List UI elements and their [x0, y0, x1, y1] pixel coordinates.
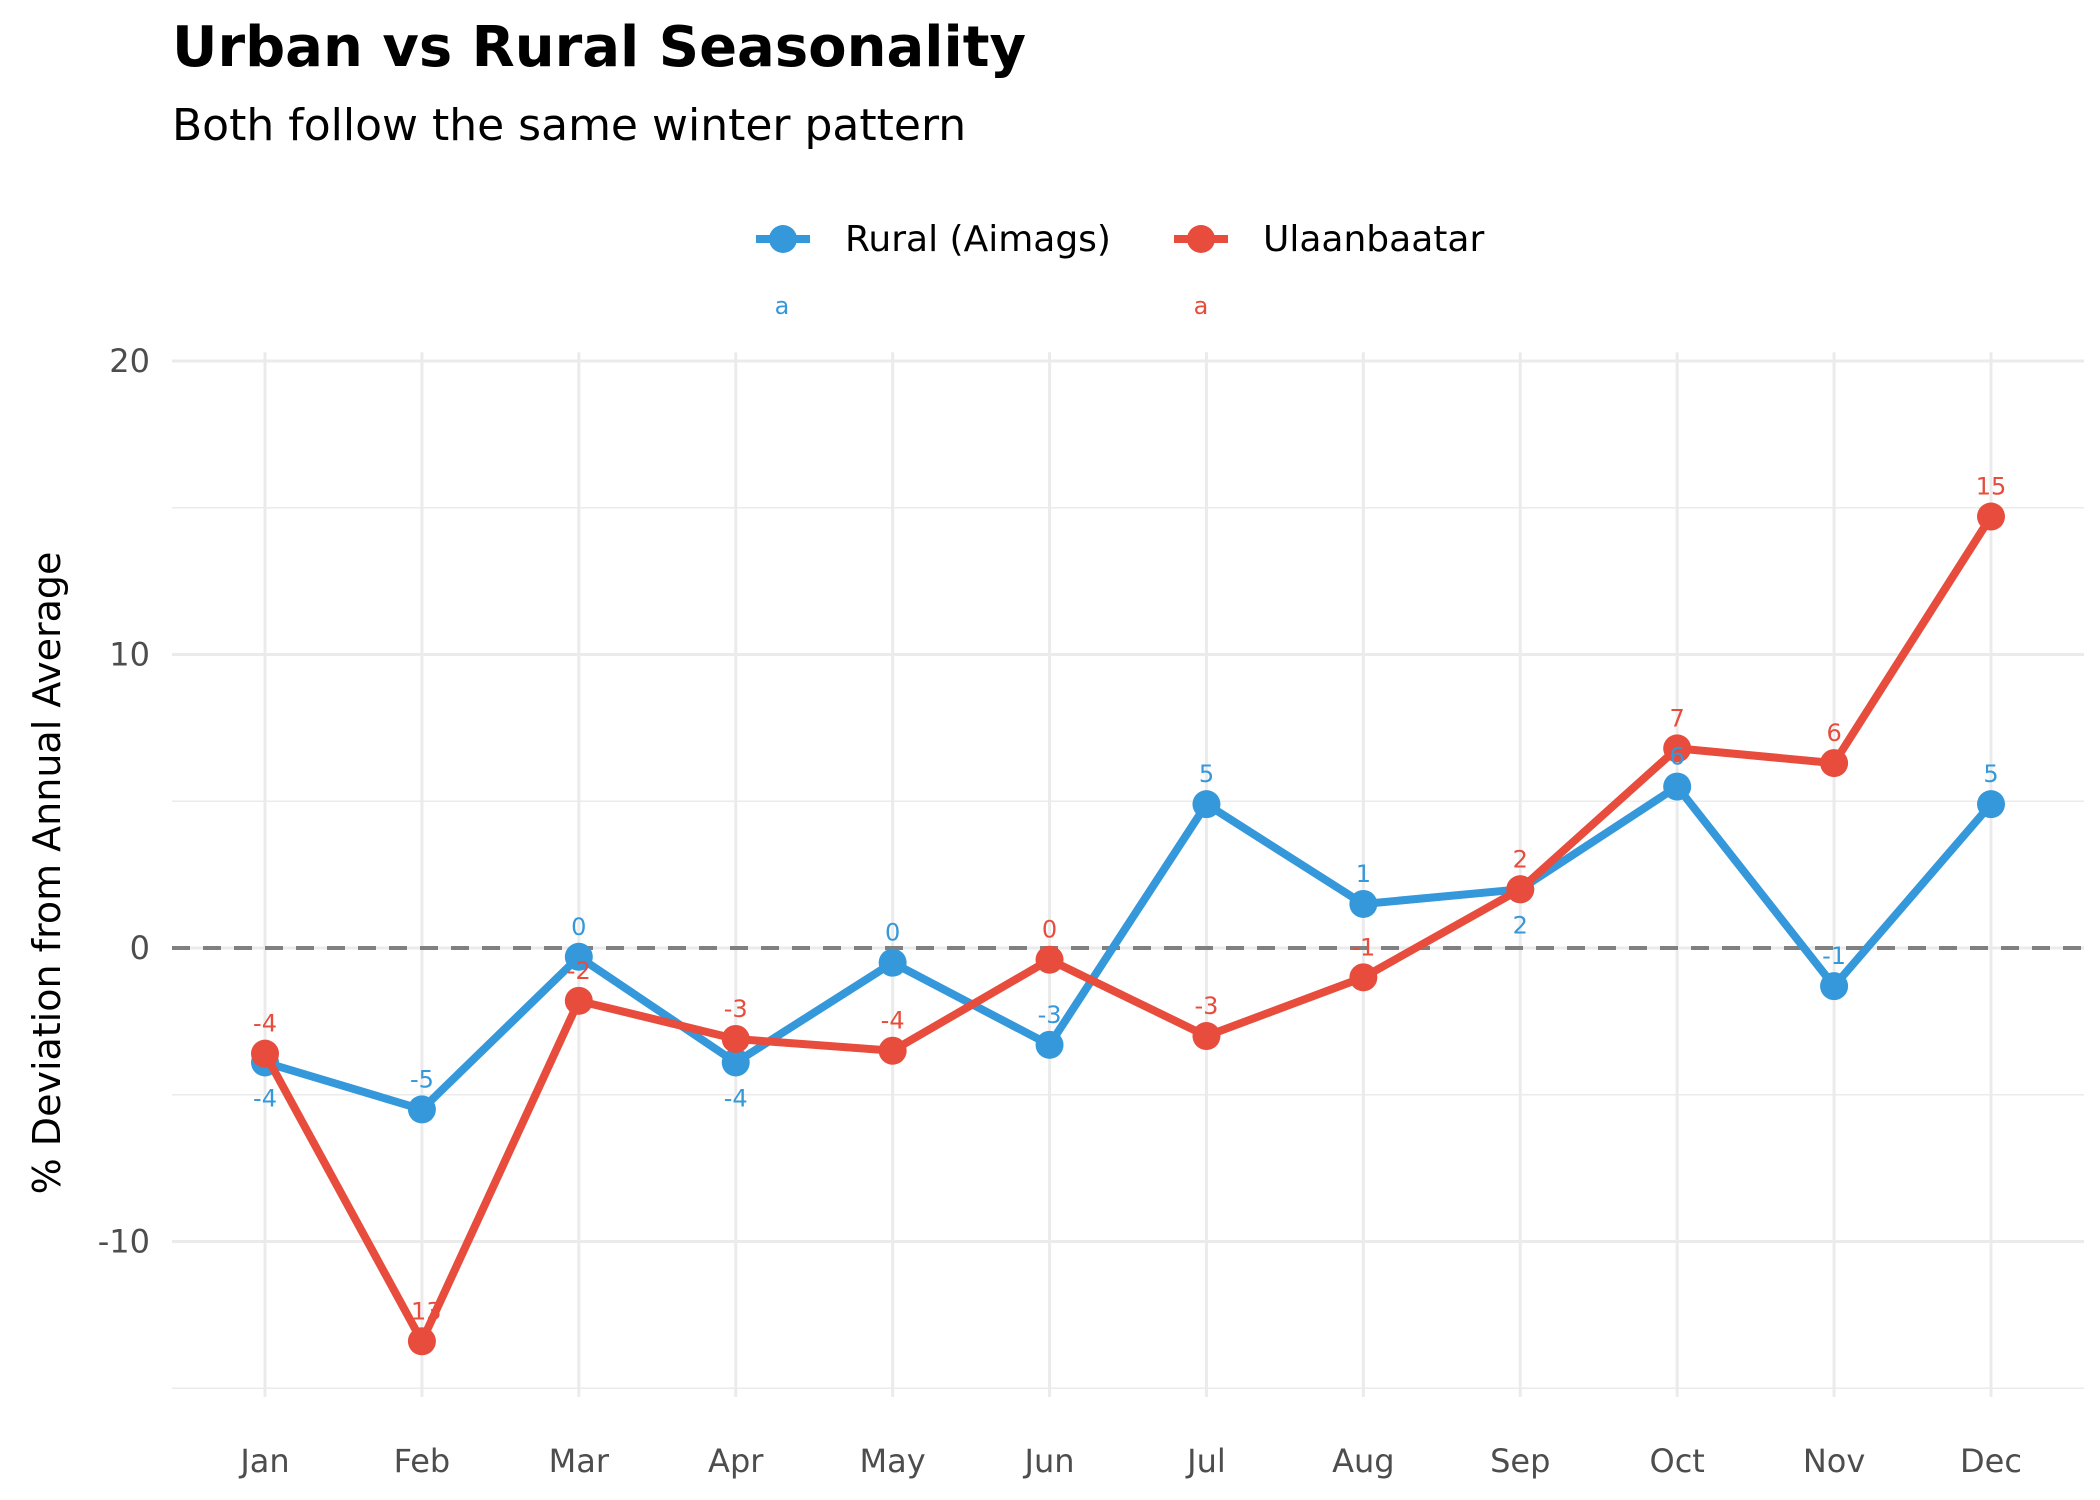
y-tick-label: 20	[109, 342, 150, 380]
data-point[interactable]	[1977, 790, 2005, 819]
data-label-rural: -4	[724, 1084, 748, 1112]
x-tick-label: Apr	[708, 1442, 764, 1480]
data-label-rural: 1	[1356, 860, 1371, 888]
data-point[interactable]	[1349, 889, 1378, 918]
data-point[interactable]	[1035, 945, 1064, 974]
data-label-ulaanbaatar: 0	[1042, 916, 1057, 944]
stray-annotation-rural: a	[775, 292, 790, 320]
data-label-rural: -4	[253, 1084, 277, 1112]
data-label-rural: 5	[1983, 760, 1998, 788]
data-point[interactable]	[1349, 963, 1378, 992]
data-label-ulaanbaatar: -2	[567, 957, 591, 985]
series-rural	[251, 772, 2005, 1124]
data-point[interactable]	[251, 1039, 279, 1068]
data-label-ulaanbaatar: 7	[1670, 704, 1685, 732]
x-tick-label: Sep	[1490, 1442, 1550, 1480]
legend: Rural (Aimags) Ulaanbaatar	[756, 219, 1484, 260]
data-point[interactable]	[564, 942, 593, 971]
y-tick-label: 10	[109, 636, 150, 674]
data-label-rural: 2	[1513, 911, 1528, 939]
data-label-rural: -1	[1822, 942, 1846, 970]
data-label-rural: 0	[885, 919, 900, 947]
data-point[interactable]	[878, 1036, 907, 1065]
data-label-ulaanbaatar: -3	[1194, 992, 1218, 1020]
chart-title: Urban vs Rural Seasonality	[172, 15, 1026, 80]
y-tick-label: 0	[130, 929, 150, 967]
data-label-ulaanbaatar: 2	[1513, 845, 1528, 873]
data-label-ulaanbaatar: -1	[1351, 933, 1375, 961]
data-point[interactable]	[721, 1024, 750, 1053]
x-tick-label: Nov	[1803, 1442, 1865, 1480]
x-tick-label: May	[860, 1442, 926, 1480]
legend-label-rural: Rural (Aimags)	[845, 219, 1111, 260]
series-line	[263, 782, 1995, 1114]
data-labels-group: -4 -4 -5 -13 0 -2 -4 -3 0 -4 -3 0 5 -3 1 -1 2 2 6 7 -1 6 5 15	[253, 473, 2006, 1326]
y-axis-title: % Deviation from Annual Average	[25, 552, 69, 1195]
legend-item-ulaanbaatar[interactable]: Ulaanbaatar	[1174, 219, 1484, 260]
data-point[interactable]	[1820, 972, 1849, 1001]
data-label-ulaanbaatar: -4	[253, 1010, 277, 1038]
x-tick-label: Jun	[1023, 1442, 1075, 1480]
y-axis-ticks: -10 0 10 20	[98, 342, 150, 1261]
x-tick-label: Jan	[238, 1442, 289, 1480]
legend-marker-rural	[769, 225, 797, 253]
x-tick-label: Oct	[1650, 1442, 1705, 1480]
stray-annotation-ulaanbaatar: a	[1194, 292, 1209, 320]
data-label-rural: 6	[1670, 743, 1685, 771]
data-point[interactable]	[1035, 1030, 1064, 1059]
legend-item-rural[interactable]: Rural (Aimags)	[756, 219, 1111, 260]
data-point[interactable]	[721, 1048, 750, 1077]
x-tick-label: Dec	[1960, 1442, 2022, 1480]
y-tick-label: -10	[98, 1223, 150, 1261]
grid	[172, 352, 2084, 1398]
legend-marker-ulaanbaatar	[1187, 225, 1215, 253]
legend-label-ulaanbaatar: Ulaanbaatar	[1263, 219, 1484, 260]
data-point[interactable]	[407, 1095, 436, 1124]
x-tick-label: Feb	[394, 1442, 451, 1480]
data-label-ulaanbaatar: 15	[1976, 473, 2007, 501]
data-point[interactable]	[1977, 502, 2005, 531]
series-line	[261, 514, 1995, 1346]
data-point[interactable]	[1663, 772, 1692, 801]
data-point[interactable]	[878, 948, 907, 977]
data-label-rural: -5	[410, 1065, 434, 1093]
data-label-ulaanbaatar: -4	[881, 1007, 905, 1035]
data-point[interactable]	[1192, 1022, 1221, 1051]
data-point[interactable]	[1663, 734, 1692, 763]
series-ulaanbaatar	[251, 502, 2005, 1356]
series-group	[251, 502, 2005, 1356]
data-point[interactable]	[1192, 790, 1221, 819]
data-label-ulaanbaatar: -13	[402, 1297, 441, 1325]
x-tick-label: Jul	[1185, 1442, 1226, 1480]
x-axis-ticks: Jan Feb Mar Apr May Jun Jul Aug Sep Oct Nov Dec	[238, 1442, 2022, 1480]
data-point[interactable]	[564, 986, 593, 1015]
x-tick-label: Aug	[1332, 1442, 1394, 1480]
data-label-rural: 5	[1199, 760, 1214, 788]
data-label-ulaanbaatar: -3	[724, 995, 748, 1023]
data-point[interactable]	[1820, 749, 1849, 778]
data-label-rural: 0	[571, 913, 586, 941]
data-point[interactable]	[1506, 875, 1535, 904]
data-label-rural: -3	[1038, 1001, 1062, 1029]
chart-subtitle: Both follow the same winter pattern	[172, 100, 966, 151]
x-tick-label: Mar	[549, 1442, 610, 1480]
data-label-ulaanbaatar: 6	[1826, 719, 1841, 747]
data-point[interactable]	[407, 1327, 436, 1356]
